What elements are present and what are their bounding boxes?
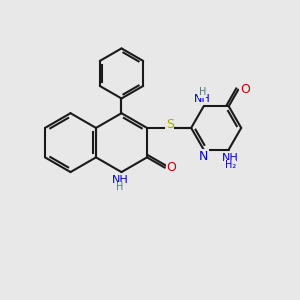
Text: N: N xyxy=(199,150,208,163)
Text: O: O xyxy=(167,161,176,174)
Text: O: O xyxy=(240,83,250,96)
Text: NH: NH xyxy=(112,175,128,185)
Text: H: H xyxy=(199,87,206,97)
Text: H₂: H₂ xyxy=(225,160,236,170)
Text: H: H xyxy=(116,182,124,192)
Text: NH: NH xyxy=(194,94,211,104)
Text: S: S xyxy=(166,118,174,131)
Text: NH: NH xyxy=(222,153,238,164)
